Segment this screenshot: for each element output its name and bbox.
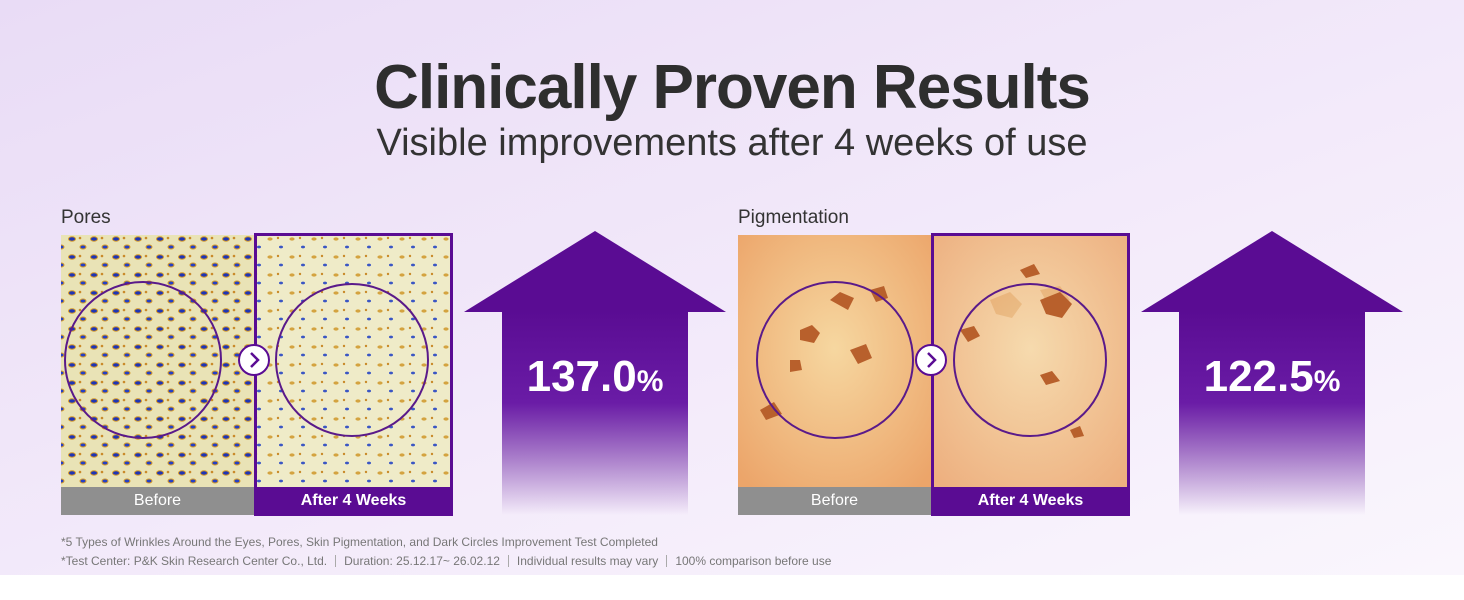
result: 122.5% <box>1141 352 1403 402</box>
footnote: *Test Center: P&K Skin Research Center C… <box>61 555 839 567</box>
result-value: 137.0 <box>526 352 637 401</box>
after-label: After 4 Weeks <box>300 492 407 509</box>
footnote-part: Duration: 25.12.17~ 26.02.12 <box>335 555 508 567</box>
before-label: Before <box>810 492 859 509</box>
result-unit: % <box>636 365 664 398</box>
subtitle: Visible improvements after 4 weeks of us… <box>376 122 1088 164</box>
footnote: *5 Types of Wrinkles Around the Eyes, Po… <box>61 535 658 549</box>
footnote-part: 100% comparison before use <box>666 555 839 567</box>
result-value: 122.5 <box>1203 352 1314 401</box>
footnote-part: Individual results may vary <box>507 555 666 567</box>
result: 137.0% <box>464 352 726 402</box>
after-label: After 4 Weeks <box>977 492 1084 509</box>
before-label: Before <box>133 492 182 509</box>
title: Clinically Proven Results <box>374 53 1091 122</box>
result-unit: % <box>1313 365 1341 398</box>
panel-label: Pigmentation <box>738 207 849 228</box>
footnote-part: *Test Center: P&K Skin Research Center C… <box>61 554 328 568</box>
panel-label: Pores <box>61 207 111 228</box>
